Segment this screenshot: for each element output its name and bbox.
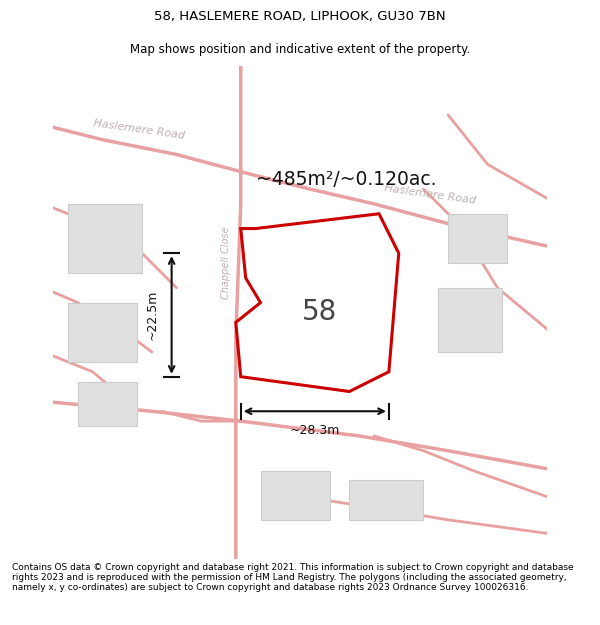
Polygon shape <box>78 382 137 426</box>
Polygon shape <box>68 302 137 362</box>
Text: ~485m²/~0.120ac.: ~485m²/~0.120ac. <box>256 169 436 189</box>
Text: Haslemere Road: Haslemere Road <box>92 119 185 141</box>
Text: Chappell Close: Chappell Close <box>221 227 231 299</box>
Text: ~28.3m: ~28.3m <box>290 424 340 438</box>
Text: Haslemere Road: Haslemere Road <box>384 182 476 206</box>
Polygon shape <box>236 214 399 391</box>
Text: ~22.5m: ~22.5m <box>145 290 158 340</box>
Text: Map shows position and indicative extent of the property.: Map shows position and indicative extent… <box>130 42 470 56</box>
Polygon shape <box>349 481 424 520</box>
Text: 58, HASLEMERE ROAD, LIPHOOK, GU30 7BN: 58, HASLEMERE ROAD, LIPHOOK, GU30 7BN <box>154 10 446 23</box>
Polygon shape <box>260 471 329 520</box>
Text: 58: 58 <box>302 299 337 326</box>
Polygon shape <box>448 214 508 263</box>
Polygon shape <box>285 278 359 338</box>
Polygon shape <box>68 204 142 273</box>
Text: Contains OS data © Crown copyright and database right 2021. This information is : Contains OS data © Crown copyright and d… <box>12 562 574 592</box>
Polygon shape <box>438 288 502 352</box>
